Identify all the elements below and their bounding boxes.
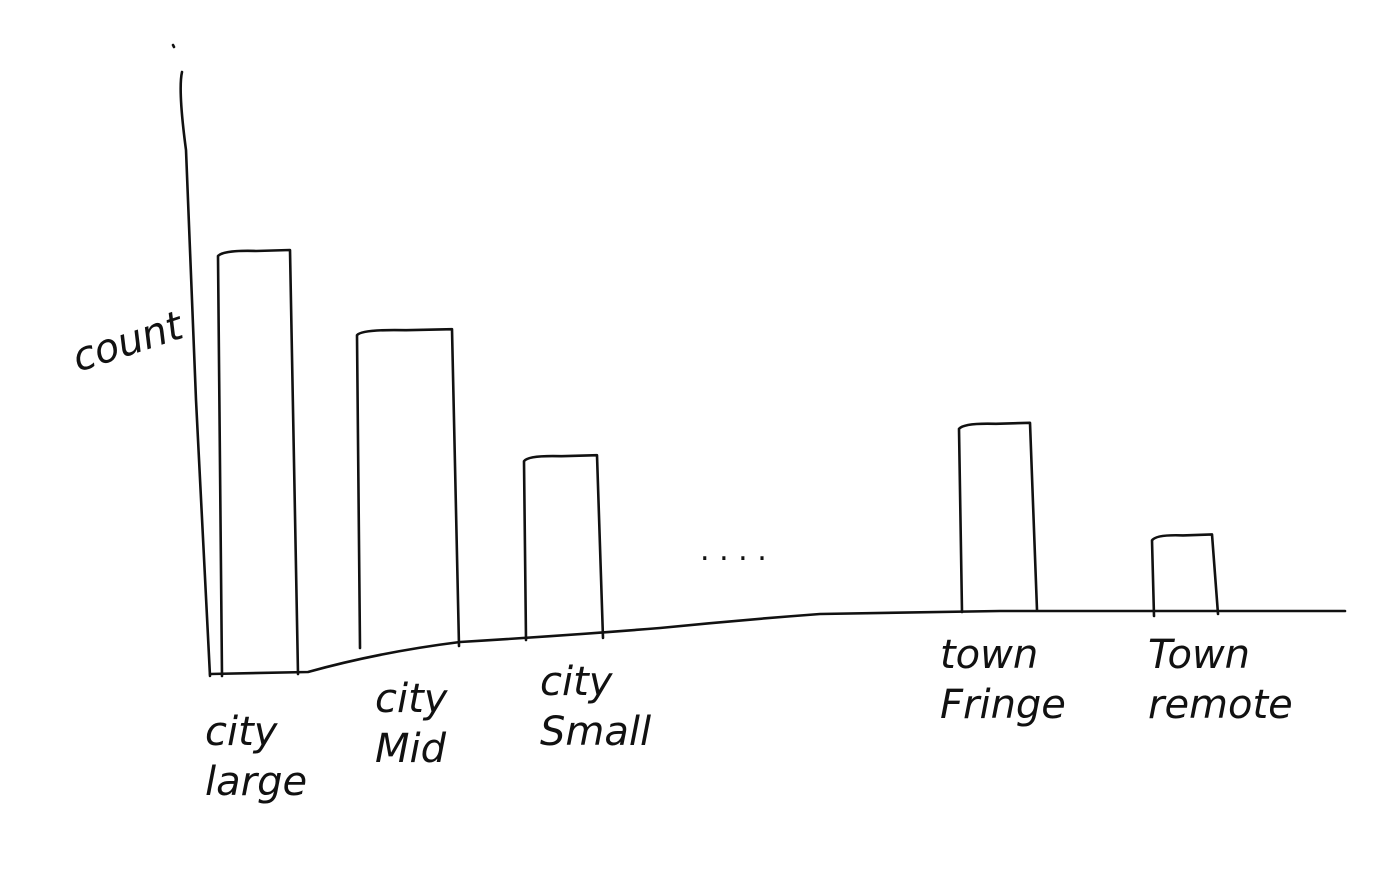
category-label-4-line-0: Town xyxy=(1148,632,1250,678)
category-label-1-line-0: city xyxy=(375,676,449,722)
bar-1 xyxy=(357,329,459,648)
category-label-2-line-1: Small xyxy=(540,709,651,755)
bar-4 xyxy=(1152,534,1218,616)
y-axis xyxy=(181,72,210,676)
category-label-1-line-1: Mid xyxy=(375,726,447,772)
category-label-4-line-1: remote xyxy=(1148,682,1293,728)
category-label-0-line-0: city xyxy=(205,709,279,755)
category-label-2-line-0: city xyxy=(540,659,614,705)
category-label-3-line-1: Fringe xyxy=(940,682,1066,728)
category-label-0-line-1: large xyxy=(205,759,307,805)
y-axis-label: count xyxy=(67,302,190,381)
y-axis-top-mark xyxy=(173,45,174,47)
bar-0 xyxy=(218,250,298,676)
bar-2 xyxy=(524,455,603,640)
gap-marker: . . . . xyxy=(700,533,767,568)
category-label-3-line-0: town xyxy=(940,632,1038,678)
bar-3 xyxy=(959,423,1037,612)
